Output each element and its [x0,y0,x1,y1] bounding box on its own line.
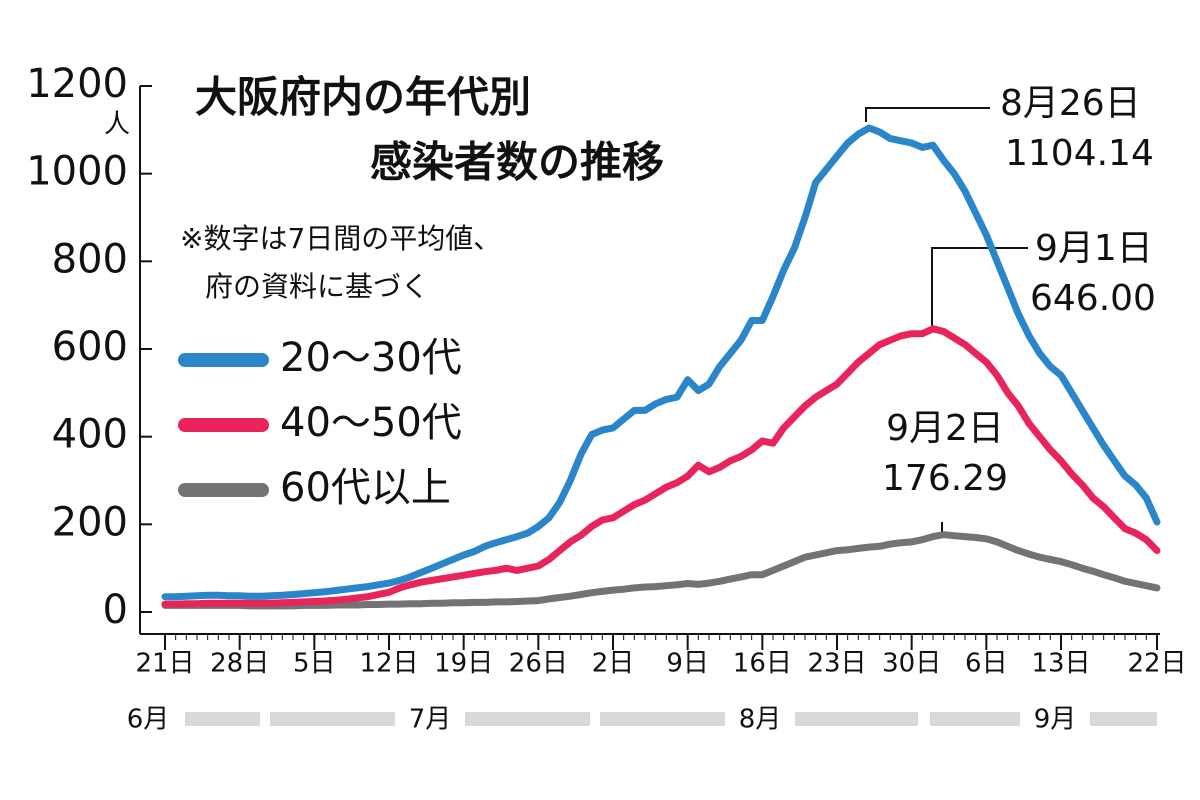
y-tick-label: 400 [52,412,128,458]
leader-line [931,247,1028,330]
month-label: 7月 [409,705,452,735]
x-tick-label: 13日 [1031,649,1090,679]
legend-label: 40～50代 [280,400,462,446]
chart-title: 大阪府内の年代別 [195,73,531,122]
note: 府の資料に基づく [205,270,429,303]
y-tick-label: 600 [52,324,128,370]
x-tick-label: 2日 [592,649,635,679]
annotation-value: 176.29 [882,458,1008,499]
legend-label: 20～30代 [280,335,462,381]
month-bar [185,712,260,726]
month-label-bg [725,700,795,740]
y-tick-label: 1000 [26,149,128,195]
annotation-date: 9月1日 [1035,228,1153,269]
x-tick-label: 6日 [965,649,1008,679]
x-tick-label: 19日 [434,649,493,679]
legend-label: 60代以上 [280,465,451,511]
month-label-bg [395,700,465,740]
x-tick-label: 16日 [733,649,792,679]
x-tick-label: 5日 [293,649,336,679]
x-tick-label: 28日 [210,649,269,679]
month-label: 6月 [127,705,170,735]
annotation-date: 8月26日 [1000,83,1141,124]
x-tick-label: 26日 [509,649,568,679]
annotation-date: 9月2日 [886,408,1004,449]
x-tick-label: 23日 [807,649,866,679]
annotation-value: 1104.14 [1005,133,1154,174]
x-tick-label: 12日 [359,649,418,679]
y-unit: 人 [104,110,130,140]
month-row: 6月 7月 8月 9月 [118,700,1157,740]
y-tick-label: 200 [52,499,128,545]
month-label-bg [118,700,178,740]
chart-title: 感染者数の推移 [370,138,664,187]
series-line [161,531,1161,610]
y-tick-label: 800 [52,236,128,282]
x-tick-label: 9日 [666,649,709,679]
series-line [161,124,1161,601]
y-tick-label: 1200 [26,61,128,107]
month-label: 9月 [1034,705,1077,735]
x-tick-label: 22日 [1127,649,1186,679]
y-tick-label: 0 [103,587,128,633]
x-tick-label: 30日 [882,649,941,679]
leader-line [865,107,990,122]
series-line [161,325,1161,608]
note: ※数字は7日間の平均値、 [180,222,501,255]
x-tick-label: 21日 [135,649,194,679]
month-label-bg [1020,700,1090,740]
annotation-value: 646.00 [1030,278,1156,319]
month-label: 8月 [739,705,782,735]
